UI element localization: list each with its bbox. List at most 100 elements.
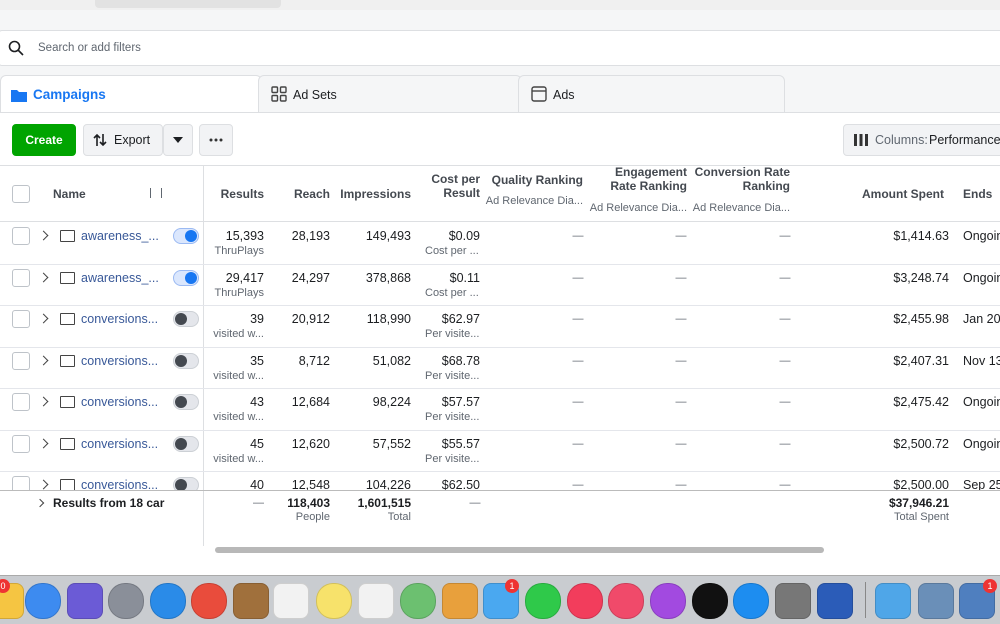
- expand-arrow[interactable]: [39, 438, 49, 448]
- columns-value: Performance: [929, 132, 1000, 148]
- checkbox[interactable]: [12, 352, 30, 370]
- cost-note: Cost per ...: [425, 285, 479, 301]
- expand-arrow[interactable]: [36, 499, 44, 507]
- results-note: visited w...: [64, 368, 264, 384]
- tab-adsets[interactable]: Ad Sets: [258, 75, 522, 114]
- columns-icon: [854, 134, 868, 146]
- folder-icon: [11, 88, 27, 102]
- export-dropdown[interactable]: [163, 124, 193, 156]
- dock-icon[interactable]: [692, 583, 728, 619]
- amount-spent: $2,455.98: [749, 311, 949, 327]
- cost-per-result: $62.50: [280, 477, 480, 490]
- columns-button[interactable]: Columns: Performance: [843, 124, 1000, 156]
- ends: Ongoin: [963, 436, 1000, 452]
- expand-arrow[interactable]: [39, 314, 49, 324]
- table-row[interactable]: conversions...35visited w...8,71251,082$…: [0, 347, 1000, 390]
- table-body: awareness_...15,393ThruPlays28,193149,49…: [0, 222, 1000, 490]
- table-row[interactable]: awareness_...15,393ThruPlays28,193149,49…: [0, 222, 1000, 265]
- checkbox[interactable]: [12, 435, 30, 453]
- dock-icon[interactable]: [817, 583, 853, 619]
- dock-icon[interactable]: [918, 583, 954, 619]
- cost-per-result: $68.78: [280, 353, 480, 369]
- search-icon: [8, 40, 24, 56]
- dock-icon[interactable]: [108, 583, 144, 619]
- export-button[interactable]: Export: [83, 124, 163, 156]
- dock-icon[interactable]: [273, 583, 309, 619]
- cost-per-result: $57.57: [280, 394, 480, 410]
- cost-note: Per visite...: [425, 451, 479, 467]
- scrollbar[interactable]: [215, 547, 824, 553]
- dock-badge: 1: [505, 579, 519, 593]
- adsets-icon: [271, 86, 287, 102]
- summary-impressions-note: Total: [211, 509, 411, 525]
- dock-icon[interactable]: [608, 583, 644, 619]
- tab-ads[interactable]: Ads: [518, 75, 785, 114]
- checkbox[interactable]: [12, 269, 30, 287]
- dock-icon[interactable]: [150, 583, 186, 619]
- ends: Jan 20: [963, 311, 1000, 327]
- amount-spent: $2,500.72: [749, 436, 949, 452]
- dots: [208, 138, 224, 142]
- ends: Sep 25: [963, 477, 1000, 490]
- cost-note: Per visite...: [425, 368, 479, 384]
- dock-icon[interactable]: [650, 583, 686, 619]
- cost-note: Per visite...: [425, 409, 479, 425]
- search-placeholder: Search or add filters: [38, 40, 141, 56]
- dock-badge: 1: [983, 579, 997, 593]
- ads-icon: [531, 86, 547, 102]
- tab-label: Campaigns: [33, 87, 106, 103]
- checkbox[interactable]: [12, 476, 30, 490]
- campaign-table: NameResultsReachImpressionsCost per Resu…: [0, 165, 1000, 546]
- expand-arrow[interactable]: [39, 397, 49, 407]
- dock-icon[interactable]: [775, 583, 811, 619]
- tab-campaigns[interactable]: Campaigns: [0, 75, 262, 116]
- dock-icon[interactable]: [358, 583, 394, 619]
- checkbox[interactable]: [12, 185, 30, 203]
- table-row[interactable]: conversions...39visited w...20,912118,99…: [0, 305, 1000, 348]
- results-note: visited w...: [64, 326, 264, 342]
- dock-icon[interactable]: [733, 583, 769, 619]
- amount-spent: $3,248.74: [749, 270, 949, 286]
- table-row[interactable]: awareness_...29,417ThruPlays24,297378,86…: [0, 264, 1000, 307]
- dock-icon[interactable]: [875, 583, 911, 619]
- expand-arrow[interactable]: [39, 480, 49, 490]
- cost-per-result: $62.97: [280, 311, 480, 327]
- search-bar[interactable]: Search or add filters: [0, 30, 1000, 66]
- dock-icon[interactable]: [442, 583, 478, 619]
- table-row[interactable]: conversions...4012,548104,226$62.50———$2…: [0, 471, 1000, 490]
- amount-spent: $2,500.00: [749, 477, 949, 490]
- cost-per-result: $55.57: [280, 436, 480, 452]
- summary-divider: [0, 490, 1000, 491]
- tab-label: Ads: [553, 87, 575, 103]
- button-label: Create: [13, 132, 75, 148]
- dock-icon[interactable]: [67, 583, 103, 619]
- create-button[interactable]: Create: [12, 124, 76, 156]
- cost-per-result: $0.09: [280, 228, 480, 244]
- dock-icon[interactable]: [567, 583, 603, 619]
- caret: [172, 136, 184, 144]
- table-row[interactable]: conversions...45visited w...12,62057,552…: [0, 430, 1000, 473]
- results-note: ThruPlays: [64, 285, 264, 301]
- results-note: visited w...: [64, 409, 264, 425]
- dock-icon[interactable]: [191, 583, 227, 619]
- top-field: [95, 0, 281, 8]
- dock-icon[interactable]: [400, 583, 436, 619]
- results-note: ThruPlays: [64, 243, 264, 259]
- expand-arrow[interactable]: [39, 231, 49, 241]
- column-header: Impressions: [211, 186, 411, 202]
- column-header-sub: Ad Relevance Dia...: [590, 200, 790, 216]
- expand-arrow[interactable]: [39, 272, 49, 282]
- checkbox[interactable]: [12, 393, 30, 411]
- checkbox[interactable]: [12, 227, 30, 245]
- ends: Ongoin: [963, 394, 1000, 410]
- expand-arrow[interactable]: [39, 355, 49, 365]
- table-row[interactable]: conversions...43visited w...12,68498,224…: [0, 388, 1000, 431]
- more-button[interactable]: [199, 124, 233, 156]
- dock-icon[interactable]: [233, 583, 269, 619]
- dock-icon[interactable]: [25, 583, 61, 619]
- checkbox[interactable]: [12, 310, 30, 328]
- amount-spent: $2,475.42: [749, 394, 949, 410]
- dock-icon[interactable]: [525, 583, 561, 619]
- dock-icon[interactable]: [316, 583, 352, 619]
